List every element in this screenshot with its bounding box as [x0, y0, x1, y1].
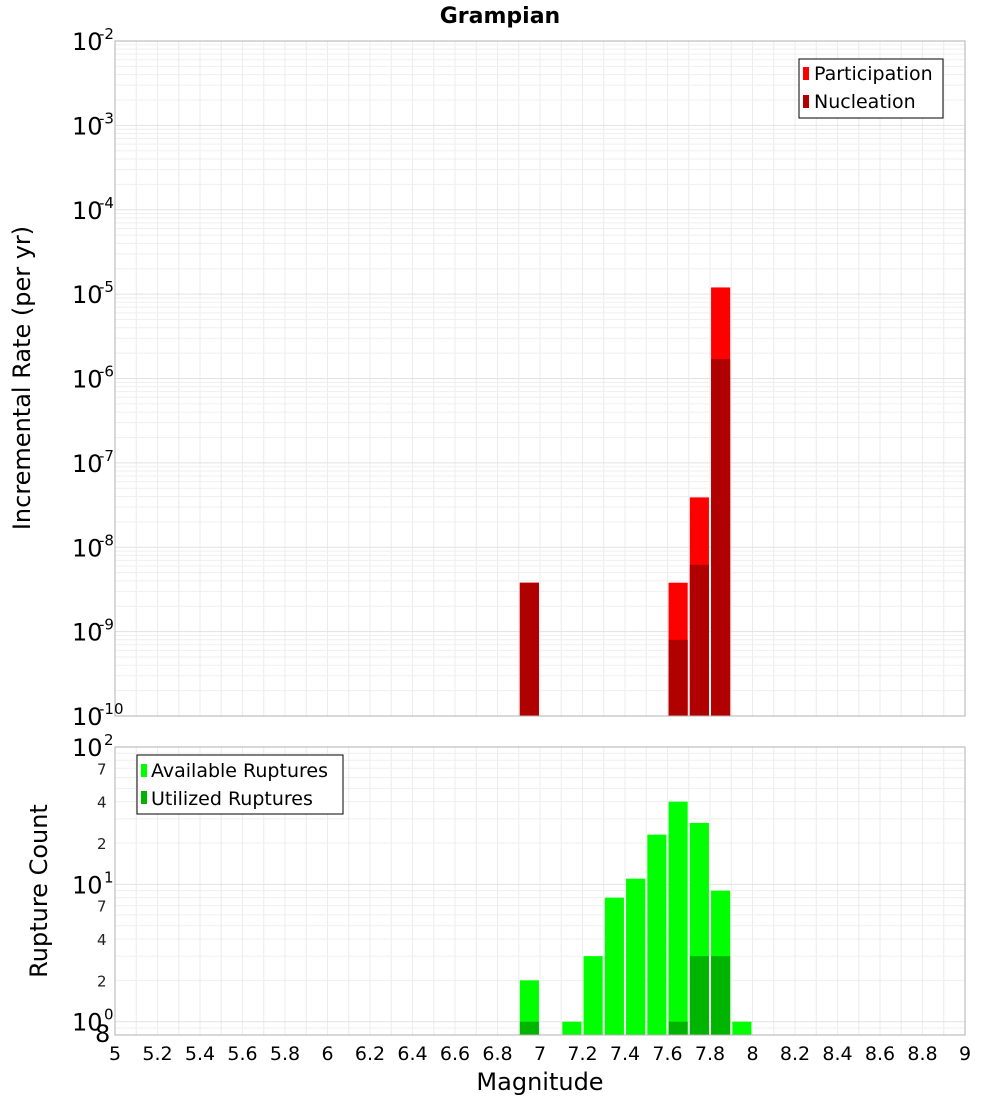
x-tick-label: 6.6 — [440, 1043, 470, 1065]
x-tick-label: 7 — [534, 1043, 546, 1065]
top-y-tick-exponent: -2 — [99, 25, 114, 43]
top-y-tick-label: 10 — [72, 281, 103, 309]
top-panel-bar-nucleation — [711, 359, 731, 716]
x-tick-label: 5.6 — [227, 1043, 257, 1065]
bottom-y-tick-label: 10 — [72, 871, 103, 899]
x-tick-label: 8.6 — [865, 1043, 895, 1065]
bottom-y-minor-tick-label: 2 — [97, 835, 107, 853]
x-tick-label: 6.2 — [355, 1043, 385, 1065]
top-y-tick-label: 10 — [72, 619, 103, 647]
top-y-tick-label: 10 — [72, 534, 103, 562]
x-tick-label: 8 — [746, 1043, 758, 1065]
bottom-panel-bar-utilized-ruptures — [668, 1021, 688, 1035]
x-tick-label: 9 — [959, 1043, 971, 1065]
bottom-y-tick-label: 10 — [72, 1009, 103, 1037]
bottom-y-tick-label: 10 — [72, 734, 103, 762]
top-panel-bar-nucleation — [689, 564, 709, 716]
top-y-tick-exponent: -7 — [99, 447, 114, 465]
bottom-y-tick-exponent: 1 — [104, 868, 114, 886]
x-tick-label: 8.8 — [907, 1043, 937, 1065]
top-y-tick-exponent: -8 — [99, 531, 114, 549]
top-y-tick-label: 10 — [72, 112, 103, 140]
bottom-panel-bar-available-ruptures — [647, 834, 667, 1035]
bottom-legend: Available Ruptures Utilized Ruptures — [136, 754, 344, 815]
top-y-tick-label: 10 — [72, 28, 103, 56]
legend-swatch-nucleation — [803, 95, 809, 108]
top-y-axis-label: Incremental Rate (per yr) — [8, 226, 36, 530]
top-y-tick-exponent: -6 — [99, 363, 114, 381]
bottom-y-tick-exponent: 2 — [104, 731, 114, 749]
top-y-tick-exponent: -3 — [99, 109, 114, 127]
top-legend: Participation Nucleation — [798, 58, 944, 119]
bottom-y-minor-tick-label: 7 — [97, 760, 107, 778]
legend-label-utilized: Utilized Ruptures — [151, 788, 313, 810]
legend-label-available: Available Ruptures — [151, 760, 328, 782]
legend-swatch-utilized — [141, 791, 147, 804]
bottom-y-axis-label: Rupture Count — [25, 804, 53, 978]
x-tick-label: 7.6 — [652, 1043, 682, 1065]
x-tick-label: 6 — [321, 1043, 333, 1065]
top-y-tick-exponent: -10 — [99, 700, 124, 718]
bottom-y-minor-tick-label: 4 — [97, 931, 107, 949]
bottom-panel-bar-utilized-ruptures — [711, 956, 731, 1035]
top-legend-box — [798, 58, 944, 119]
x-tick-label: 6.4 — [397, 1043, 427, 1065]
x-tick-label: 7.2 — [567, 1043, 597, 1065]
top-plot-area: 10-210-310-410-510-610-710-810-910-10 — [72, 25, 966, 731]
bottom-panel-bar-available-ruptures — [732, 1021, 752, 1035]
top-y-tick-label: 10 — [72, 197, 103, 225]
bottom-panel-bar-available-ruptures — [519, 980, 539, 1035]
chart-title: Grampian — [440, 4, 560, 29]
legend-swatch-available — [141, 764, 147, 777]
top-y-tick-label: 10 — [72, 450, 103, 478]
top-panel-bar-nucleation — [519, 582, 539, 716]
bottom-y-minor-tick-label: 7 — [97, 898, 107, 916]
top-panel-bar-nucleation — [668, 639, 688, 716]
top-y-tick-exponent: -9 — [99, 616, 114, 634]
x-tick-label: 6.8 — [482, 1043, 512, 1065]
x-tick-label: 7.4 — [610, 1043, 640, 1065]
bottom-panel-bar-utilized-ruptures — [519, 1021, 539, 1035]
legend-swatch-participation — [803, 67, 809, 80]
legend-label-participation: Participation — [814, 63, 933, 85]
bottom-panel-bar-available-ruptures — [583, 956, 603, 1035]
x-tick-label: 8.4 — [822, 1043, 852, 1065]
bottom-panel-bar-available-ruptures — [626, 878, 646, 1035]
bottom-panel-frame — [114, 746, 966, 1036]
x-tick-label: 8.2 — [780, 1043, 810, 1065]
bottom-panel-bar-available-ruptures — [562, 1021, 582, 1035]
top-y-tick-exponent: -5 — [99, 278, 114, 296]
bottom-y-minor-tick-label: 2 — [97, 972, 107, 990]
bottom-y-tick-exponent: 0 — [104, 1006, 114, 1024]
bottom-panel-bar-available-ruptures — [604, 897, 624, 1035]
top-y-tick-label: 10 — [72, 703, 103, 731]
legend-label-nucleation: Nucleation — [814, 91, 916, 113]
x-tick-label: 5.2 — [142, 1043, 172, 1065]
bottom-panel-bar-utilized-ruptures — [689, 956, 709, 1035]
x-tick-label: 5.4 — [185, 1043, 215, 1065]
bottom-y-minor-tick-label: 8 — [95, 1020, 110, 1048]
bottom-legend-box — [136, 754, 344, 815]
top-y-tick-exponent: -4 — [99, 194, 114, 212]
bottom-panel-bar-available-ruptures — [668, 801, 688, 1035]
x-axis-label: Magnitude — [476, 1068, 603, 1096]
x-tick-label: 7.8 — [695, 1043, 725, 1065]
top-panel-frame — [114, 40, 966, 717]
x-tick-label: 5.8 — [270, 1043, 300, 1065]
x-tick-label: 5 — [109, 1043, 121, 1065]
bottom-y-minor-tick-label: 4 — [97, 794, 107, 812]
top-y-tick-label: 10 — [72, 366, 103, 394]
